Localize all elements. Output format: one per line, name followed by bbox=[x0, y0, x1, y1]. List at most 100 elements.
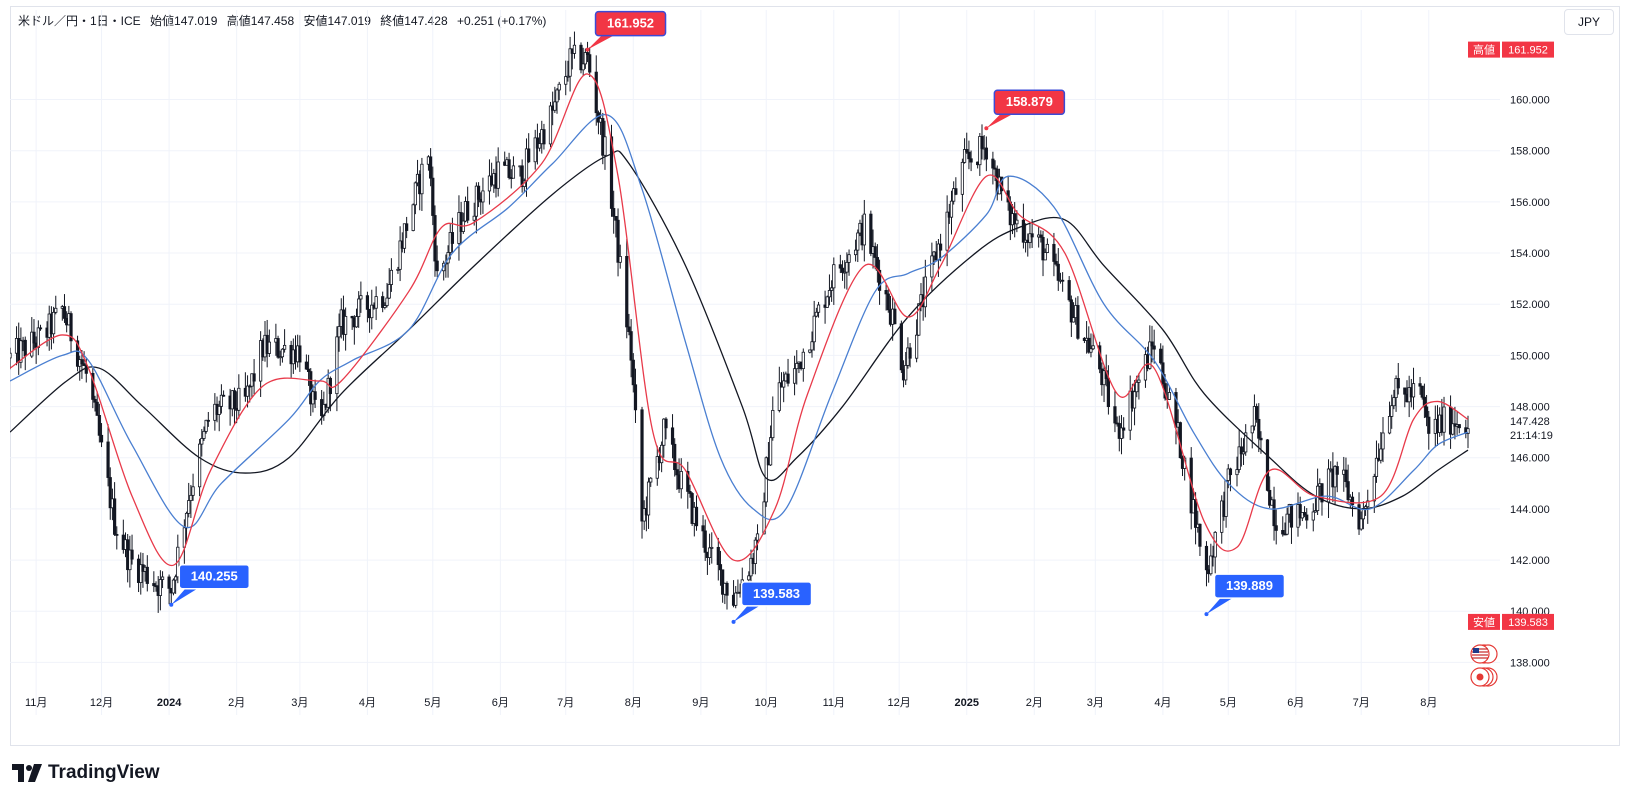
candle-body bbox=[954, 188, 958, 195]
candle-body bbox=[182, 527, 186, 548]
candle-body bbox=[1150, 341, 1154, 347]
candle-body bbox=[808, 349, 812, 353]
candle-body bbox=[474, 185, 478, 217]
x-tick-label: 4月 bbox=[1154, 697, 1171, 709]
candle-body bbox=[629, 331, 633, 361]
us-flag-icon bbox=[1470, 644, 1498, 664]
brand-logo[interactable]: TradingView bbox=[12, 762, 160, 784]
candle-body bbox=[357, 298, 361, 317]
candle-body bbox=[568, 48, 572, 77]
candle-body bbox=[1268, 489, 1272, 506]
candle-body bbox=[413, 182, 417, 206]
candle-body bbox=[1041, 236, 1045, 261]
candle-body bbox=[396, 268, 400, 271]
candle-body bbox=[1396, 378, 1400, 389]
candle-body bbox=[206, 419, 210, 422]
candle-body bbox=[886, 293, 890, 311]
candle-body bbox=[749, 557, 753, 577]
candle-body bbox=[984, 147, 988, 160]
x-tick-label: 8月 bbox=[625, 697, 642, 709]
candle-body bbox=[1030, 233, 1034, 238]
last-price-label: 147.428 bbox=[1510, 416, 1550, 428]
candle-body bbox=[769, 437, 773, 466]
candle-body bbox=[566, 75, 570, 78]
candle-body bbox=[786, 373, 790, 384]
candle-body bbox=[1289, 504, 1294, 528]
candle-body bbox=[816, 304, 821, 313]
candle-body bbox=[1043, 252, 1047, 261]
candle-body bbox=[1056, 263, 1060, 281]
candle-body bbox=[710, 546, 714, 549]
candle-body bbox=[827, 290, 832, 298]
candle-body bbox=[158, 579, 162, 596]
close-value: 終値147.428 bbox=[380, 14, 448, 28]
candle-body bbox=[701, 525, 705, 532]
low-price-badge: 139.889 bbox=[1204, 573, 1286, 617]
candle-body bbox=[646, 481, 651, 516]
x-tick-label: 8月 bbox=[1420, 697, 1437, 709]
candle-body bbox=[908, 347, 912, 359]
candle-body bbox=[1204, 545, 1209, 571]
candle-body bbox=[1281, 530, 1285, 535]
candle-body bbox=[115, 534, 119, 536]
candle-body bbox=[387, 284, 391, 299]
candle-body bbox=[572, 44, 577, 54]
ma-slow-line bbox=[10, 150, 1469, 510]
candle-body bbox=[1052, 243, 1056, 262]
candle-body bbox=[862, 213, 866, 246]
x-tick-label: 3月 bbox=[1087, 697, 1104, 709]
candle-body bbox=[1198, 523, 1202, 547]
candle-body bbox=[1420, 385, 1424, 398]
candle-body bbox=[965, 149, 969, 153]
candle-body bbox=[1392, 397, 1396, 407]
high-side-tag: 高値 161.952 bbox=[1468, 41, 1554, 58]
candle-body bbox=[660, 444, 664, 464]
candle-body bbox=[1106, 378, 1111, 408]
candle-body bbox=[1457, 424, 1461, 429]
candle-body bbox=[755, 533, 760, 541]
candle-body bbox=[825, 296, 829, 308]
side-tag-title: 安値 bbox=[1473, 615, 1495, 629]
candle-body bbox=[640, 409, 644, 522]
x-tick-label: 3月 bbox=[291, 697, 308, 709]
countdown-label: 21:14:19 bbox=[1510, 430, 1553, 442]
candle-body bbox=[588, 54, 592, 73]
candle-body bbox=[923, 276, 927, 308]
candle-body bbox=[278, 356, 282, 359]
badge-label: 161.952 bbox=[607, 16, 654, 31]
candle-body bbox=[1239, 446, 1243, 455]
candle-body bbox=[930, 255, 934, 278]
candle-body bbox=[276, 338, 280, 358]
x-tick-label: 4月 bbox=[359, 697, 376, 709]
candle-body bbox=[84, 365, 88, 374]
candle-body bbox=[579, 44, 583, 71]
candle-body bbox=[814, 311, 818, 317]
candle-body bbox=[830, 287, 834, 291]
candle-body bbox=[694, 506, 699, 527]
candle-body bbox=[476, 185, 481, 200]
candle-body bbox=[1285, 513, 1289, 535]
candle-body bbox=[1028, 233, 1032, 243]
badge-label: 158.879 bbox=[1006, 94, 1053, 109]
candle-body bbox=[365, 295, 370, 310]
candle-body bbox=[1374, 457, 1379, 477]
symbol-title[interactable]: 米ドル／円・1日・ICE bbox=[18, 14, 141, 28]
y-tick-label: 152.000 bbox=[1510, 299, 1550, 311]
candle-body bbox=[298, 345, 302, 363]
candle-body bbox=[631, 359, 635, 386]
candle-body bbox=[359, 295, 363, 300]
candle-body bbox=[1372, 476, 1376, 502]
side-tag-title: 高値 bbox=[1473, 43, 1495, 57]
candle-body bbox=[1039, 234, 1043, 238]
candle-body bbox=[1305, 514, 1309, 521]
candle-body bbox=[603, 136, 607, 156]
candle-body bbox=[1193, 499, 1198, 528]
candle-body bbox=[62, 306, 67, 319]
candle-body bbox=[184, 512, 189, 529]
candle-body bbox=[99, 434, 104, 443]
candle-body bbox=[616, 219, 620, 263]
candle-body bbox=[1135, 381, 1139, 393]
currency-button[interactable]: JPY bbox=[1564, 9, 1614, 35]
candle-body bbox=[845, 261, 849, 273]
